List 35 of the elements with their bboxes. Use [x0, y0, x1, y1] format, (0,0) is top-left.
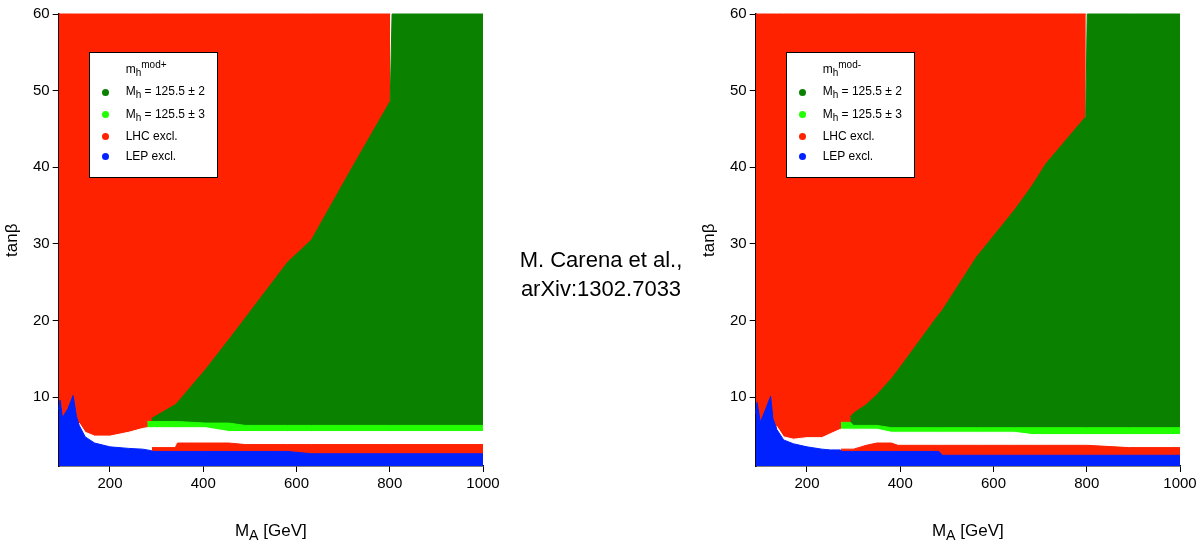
y-tick-label: 40: [33, 157, 50, 175]
x-tick-label: 1000: [1163, 474, 1197, 492]
legend-label: M$_{h}$ = 125.5 ± 2: [125, 84, 205, 101]
y-tick-label: 10: [33, 387, 50, 405]
y-tick-label: 40: [730, 157, 747, 175]
text: M. Carena et al., arXiv:1302.7033: [518, 245, 684, 303]
y-tick-label: 20: [730, 310, 747, 328]
legend-label: M$_{h}$ = 125.5 ± 3: [822, 106, 902, 124]
x-tick-label: 400: [887, 474, 913, 492]
x-tick-label: 600: [980, 474, 1006, 492]
legend-label: LHC excl.: [822, 129, 875, 144]
legend-label: M$_{h}$ = 125.5 ± 2: [822, 84, 902, 101]
x-axis-title: M$_{A}$ [GeV]: [233, 520, 308, 543]
x-tick-label: 800: [1074, 474, 1100, 492]
legend-label: M$_{h}$ = 125.5 ± 3: [125, 106, 205, 124]
x-tick-label: 600: [283, 474, 309, 492]
legend-label: LEP excl.: [125, 149, 177, 164]
y-axis-title: tanβ: [699, 223, 719, 257]
x-tick-label: 200: [794, 474, 820, 492]
y-tick-label: 30: [730, 233, 747, 251]
y-tick-label: 50: [730, 80, 747, 98]
legend-label: LHC excl.: [125, 129, 178, 144]
y-tick-label: 30: [33, 233, 50, 251]
x-axis-title: M$_{A}$ [GeV]: [930, 520, 1005, 543]
y-tick-label: 10: [730, 387, 747, 405]
x-tick-label: 800: [377, 474, 403, 492]
y-tick-label: 50: [33, 80, 50, 98]
x-tick-label: 400: [190, 474, 216, 492]
y-tick-label: 60: [730, 4, 747, 22]
y-tick-label: 60: [33, 4, 50, 22]
x-tick-label: 200: [97, 474, 123, 492]
x-tick-label: 1000: [466, 474, 500, 492]
y-axis-title: tanβ: [2, 223, 22, 257]
legend-label: LEP excl.: [822, 149, 874, 164]
y-tick-label: 20: [33, 310, 50, 328]
